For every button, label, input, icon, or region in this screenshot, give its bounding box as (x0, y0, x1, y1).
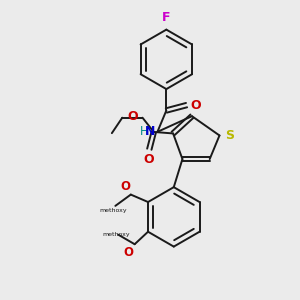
Text: O: O (124, 246, 134, 259)
Text: F: F (162, 11, 171, 24)
Text: methoxy: methoxy (99, 208, 127, 213)
Text: O: O (128, 110, 138, 123)
Text: O: O (120, 180, 130, 194)
Text: N: N (145, 125, 156, 138)
Text: S: S (225, 129, 234, 142)
Text: O: O (143, 153, 154, 167)
Text: methoxy: methoxy (102, 232, 130, 237)
Text: O: O (191, 99, 201, 112)
Text: H: H (140, 125, 148, 138)
